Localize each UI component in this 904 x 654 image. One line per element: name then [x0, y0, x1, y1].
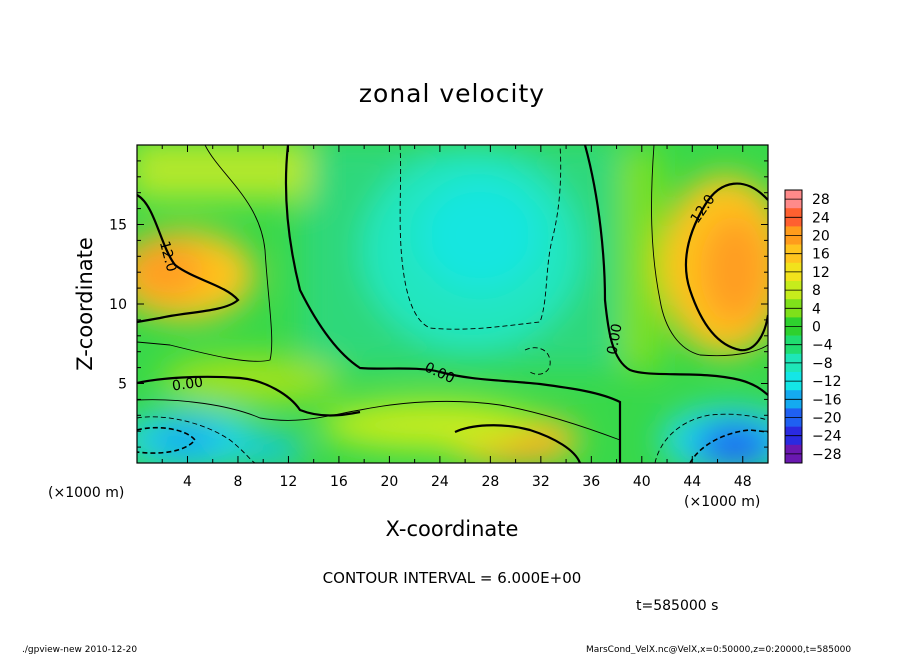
contour-neg-6-right: [654, 413, 768, 463]
contour-12-right: [684, 182, 768, 352]
x-unit-left: (×1000 m): [48, 485, 124, 501]
x-axis-label: X-coordinate: [386, 517, 519, 541]
y-axis: 5 10 15: [109, 160, 768, 448]
colorbar-label: −4: [812, 338, 833, 354]
chart-title: zonal velocity: [359, 79, 545, 108]
x-tick-label: 32: [532, 474, 550, 490]
contour-6-left: [137, 145, 273, 362]
colorbar: 28 24 20 16 12 8 4 0 −4 −8 −12 −16 −20 −24 −28: [784, 189, 842, 464]
contour-neg-6-small: [524, 347, 551, 375]
plot-area: 12.012.00.00 0.000.00: [137, 145, 768, 463]
colorbar-label: −12: [812, 374, 842, 390]
time-text: t=585000 s: [636, 598, 718, 614]
y-tick-label: 5: [118, 377, 127, 393]
colorbar-label: −20: [812, 411, 842, 427]
contour-label-group: 12.0: [156, 239, 180, 273]
x-tick-label: 20: [380, 474, 398, 490]
footer-right: MarsCond_VelX.nc@VelX,x=0:50000,z=0:2000…: [586, 645, 851, 654]
contour-neg-12-left: [137, 426, 197, 454]
contour-label: 12.0: [156, 239, 180, 273]
contour-interval-text: CONTOUR INTERVAL = 6.000E+00: [323, 569, 582, 587]
contour-label-group: 0.00: [171, 374, 204, 394]
colorbar-label: 20: [812, 229, 830, 245]
x-tick-label: 24: [431, 474, 449, 490]
colorbar-label: 8: [812, 283, 821, 299]
x-tick-label: 8: [233, 474, 242, 490]
colorbar-label: 12: [812, 265, 830, 281]
colorbar-label: 16: [812, 247, 830, 263]
contour-zero-left: [284, 145, 622, 463]
colorbar-label: 4: [812, 301, 821, 317]
contour-6-right: [651, 145, 768, 357]
contour-zero-low: [137, 375, 361, 417]
x-tick-label: 40: [633, 474, 651, 490]
contour-label: 0.00: [604, 322, 625, 355]
colorbar-label: −24: [812, 429, 842, 445]
y-tick-label: 15: [109, 218, 127, 234]
colorbar-label: −16: [812, 392, 842, 408]
contour-12-left: [137, 194, 240, 324]
contour-label: 0.00: [171, 374, 204, 394]
contour-12-bottom: [454, 424, 582, 463]
x-unit-right: (×1000 m): [684, 494, 760, 510]
x-axis: 4 8 12 16 20 24 28 32 36 40 44 48: [161, 145, 752, 490]
contour-zero-right: [583, 145, 768, 396]
contour-lines: [137, 145, 768, 463]
y-tick-label: 10: [109, 297, 127, 313]
x-tick-label: 4: [183, 474, 192, 490]
footer-left: ./gpview-new 2010-12-20: [22, 645, 137, 654]
colorbar-label: 24: [812, 210, 830, 226]
colorbar-label: −28: [812, 447, 842, 463]
x-tick-label: 28: [481, 474, 499, 490]
colorbar-label: 28: [812, 192, 830, 208]
x-tick-label: 12: [280, 474, 298, 490]
x-tick-label: 36: [582, 474, 600, 490]
contour-6-mid: [137, 399, 621, 441]
contour-label-group: 0.00: [604, 322, 625, 355]
x-tick-label: 44: [683, 474, 701, 490]
contour-neg-6-left: [137, 416, 256, 463]
colorbar-label: −8: [812, 356, 833, 372]
x-tick-label: 16: [330, 474, 348, 490]
contour-neg-6-mid: [399, 145, 562, 330]
colorbar-label: 0: [812, 320, 821, 336]
x-tick-label: 48: [734, 474, 752, 490]
y-axis-label: Z-coordinate: [73, 237, 97, 371]
